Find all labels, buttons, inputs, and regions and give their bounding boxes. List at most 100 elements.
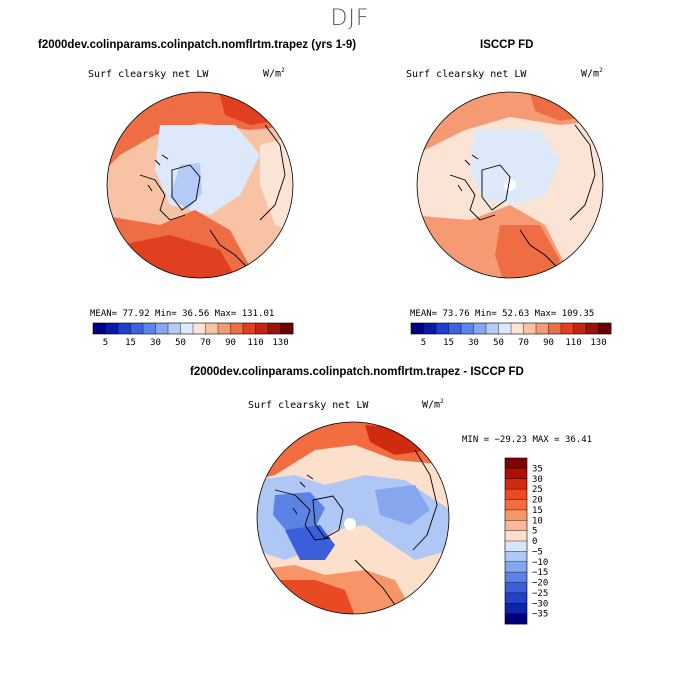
obs-stats: MEAN= 73.76 Min= 52.63 Max= 109.35 — [410, 309, 594, 319]
diff-colorbar-swatch — [505, 551, 527, 563]
diff-coastline-islands — [292, 474, 314, 515]
obs-field-arctic — [470, 130, 560, 205]
model-coastline-greenland — [171, 164, 201, 211]
diff-minmax: MIN = −29.23 MAX = 36.41 — [462, 435, 593, 445]
diff-colorbar-tick-label: −20 — [532, 579, 548, 589]
model-colorbar-tick-label: 30 — [150, 338, 161, 348]
obs-colorbar-swatch — [473, 323, 487, 334]
model-min-value: 36.56 — [182, 309, 210, 319]
obs-variable-label: Surf clearsky net LW — [406, 69, 527, 80]
diff-colorbar-tick-label: 30 — [532, 475, 543, 485]
model-colorbar-swatch — [268, 323, 281, 334]
obs-colorbar-swatch — [511, 323, 524, 334]
obs-colorbar-swatch — [536, 323, 549, 334]
obs-coastline-asia — [569, 124, 596, 221]
model-mean-label: MEAN= — [90, 309, 118, 319]
diff-colorbar-swatch — [505, 613, 527, 625]
diff-colorbar-tick-label: 5 — [532, 527, 537, 537]
diff-colorbar-tick-label: −25 — [532, 589, 548, 599]
obs-colorbar-swatch — [523, 323, 537, 334]
diff-colorbar-tick-label: 15 — [532, 506, 543, 516]
model-colorbar-swatch — [193, 323, 206, 334]
model-coastline-asia — [259, 124, 286, 221]
model-mean-value: 77.92 — [122, 309, 150, 319]
model-colorbar-swatch — [243, 323, 256, 334]
diff-colorbar-tick-label: 20 — [532, 496, 543, 506]
obs-polar-map — [416, 91, 604, 279]
diff-coastline-asia — [412, 449, 438, 551]
model-colorbar-tick-label: 90 — [225, 338, 236, 348]
diff-colorbar-tick-label: 10 — [532, 516, 543, 526]
obs-colorbar-swatch — [448, 323, 462, 334]
model-colorbar-swatch — [230, 323, 244, 334]
obs-colorbar-tick-label: 130 — [590, 338, 606, 348]
diff-colorbar-swatch — [505, 458, 527, 469]
model-colorbar-swatch — [118, 323, 131, 334]
obs-colorbar-tick-label: 30 — [468, 338, 479, 348]
diff-colorbar-swatch — [505, 561, 527, 573]
diff-unit-label: W/m2 — [422, 398, 444, 411]
model-colorbar-swatch — [155, 323, 169, 334]
obs-colorbar-swatch — [598, 323, 612, 334]
obs-colorbar-swatch — [436, 323, 449, 334]
diff-colorbar-swatch — [505, 468, 527, 480]
model-map-border — [106, 91, 294, 279]
diff-colorbar-swatch — [505, 489, 527, 500]
obs-max-value: 109.35 — [561, 309, 595, 319]
obs-colorbar-tick-label: 90 — [543, 338, 554, 348]
model-colorbar-swatch — [180, 323, 194, 334]
obs-colorbar-tick-label: 70 — [518, 338, 529, 348]
model-panel-title: f2000dev.colinparams.colinpatch.nomflrtm… — [38, 39, 357, 51]
diff-colorbar-swatch — [505, 478, 527, 490]
obs-panel-title: ISCCP FD — [480, 39, 534, 51]
model-min-label: Min= — [155, 309, 177, 319]
model-max-label: Max= — [214, 309, 237, 319]
model-colorbar-tick-label: 70 — [200, 338, 211, 348]
diff-colorbar-swatch — [505, 592, 527, 604]
model-colorbar-swatch — [130, 323, 144, 334]
model-colorbar-swatch — [105, 323, 119, 334]
model-colorbar-swatch — [280, 323, 294, 334]
model-colorbar-tick-label: 15 — [125, 338, 136, 348]
obs-coastline-islands — [457, 154, 479, 192]
obs-colorbar-tick-label: 50 — [493, 338, 504, 348]
model-stats: MEAN= 77.92 Min= 36.56 Max= 131.01 — [90, 309, 274, 319]
obs-colorbar-swatch — [486, 323, 499, 334]
diff-colorbar-swatch — [505, 520, 527, 531]
model-unit-label: W/m2 — [263, 67, 285, 80]
diff-colorbar-tick-label: −10 — [532, 558, 548, 568]
obs-colorbar-swatch — [423, 323, 437, 334]
obs-colorbar-swatch — [461, 323, 474, 334]
obs-min-label: Min= — [475, 309, 497, 319]
diff-colorbar-tick-label: −15 — [532, 568, 548, 578]
diff-pole-missing — [344, 518, 356, 530]
model-max-value: 131.01 — [241, 309, 275, 319]
model-colorbar-tick-label: 110 — [247, 338, 263, 348]
diff-colorbar-swatch — [505, 582, 527, 594]
model-variable-label: Surf clearsky net LW — [88, 69, 209, 80]
model-colorbar-swatch — [218, 323, 231, 334]
obs-coastline-america — [449, 174, 496, 221]
diff-map-border — [256, 421, 450, 615]
obs-colorbar-swatch — [586, 323, 599, 334]
obs-unit-label: W/m2 — [581, 67, 603, 80]
diff-polar-map — [256, 421, 450, 615]
model-colorbar-swatch — [255, 323, 269, 334]
model-colorbar-swatch — [143, 323, 156, 334]
model-colorbar-tick-label: 5 — [103, 338, 108, 348]
diff-coastline-america — [274, 489, 331, 541]
model-colorbar-swatch — [168, 323, 181, 334]
obs-colorbar-swatch — [498, 323, 512, 334]
figure-title: DJF — [330, 6, 370, 31]
obs-coastline-greenland — [481, 164, 511, 211]
obs-colorbar-tick-label: 110 — [565, 338, 581, 348]
obs-min-value: 52.63 — [502, 309, 530, 319]
obs-colorbar-swatch — [548, 323, 562, 334]
diff-colorbar-tick-label: −5 — [532, 547, 543, 557]
diff-colorbar-swatch — [505, 572, 527, 583]
obs-pole-missing — [504, 179, 516, 191]
diff-colorbar-tick-label: 25 — [532, 485, 543, 495]
diff-coastline-greenland — [312, 495, 344, 539]
obs-colorbar-tick-label: 15 — [443, 338, 454, 348]
obs-mean-label: MEAN= — [410, 309, 438, 319]
